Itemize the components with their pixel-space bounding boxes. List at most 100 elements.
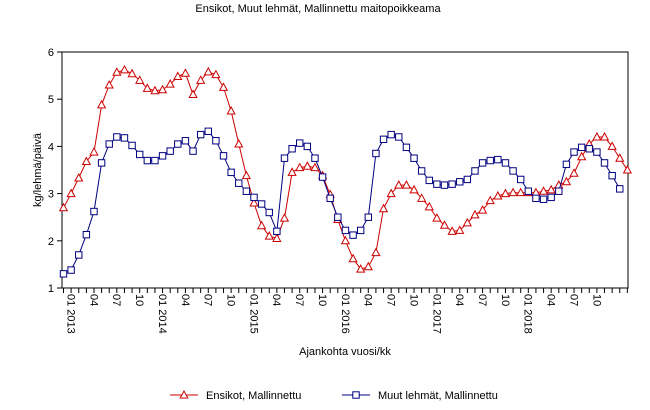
x-tick-label: 10 [133, 294, 145, 306]
series-0-point [279, 213, 290, 222]
x-axis-label: Ajankohta vuosi/kk [299, 346, 391, 358]
series-0-point [409, 184, 419, 194]
series-1-point [204, 127, 212, 135]
x-tick-label: 01 2017 [430, 294, 442, 334]
series-0-point [119, 64, 130, 74]
series-1-point [82, 230, 91, 239]
series-1-point [364, 213, 373, 221]
x-tick-label: 04 [362, 294, 374, 306]
series-1-point [296, 139, 304, 147]
series-1-point [517, 175, 525, 184]
y-tick-label: 2 [48, 236, 54, 248]
x-tick-label: 01 2013 [65, 294, 77, 334]
series-1-point [410, 154, 418, 162]
series-0-point [546, 184, 556, 194]
series-1-point [219, 152, 228, 160]
series-1-point [257, 200, 266, 208]
series-0-point [378, 203, 389, 213]
legend-swatch-marker [179, 389, 189, 399]
series-1-point [105, 140, 113, 148]
series-1-point [158, 152, 167, 160]
series-1-point [227, 168, 235, 177]
series-0-point [196, 75, 206, 84]
series-0-point [592, 131, 602, 141]
x-axis: 01 2013 04 07 10 01 2014 04 07 10 01 2015 04 07 10 0… [63, 288, 628, 334]
series-0-point [340, 235, 351, 245]
series-1-point [196, 130, 205, 139]
series-1-point [547, 193, 555, 202]
series-1-point [402, 143, 411, 152]
y-tick-label: 5 [48, 94, 54, 106]
series-1-point [143, 156, 152, 165]
series-0-point [249, 197, 259, 207]
series-1-point [616, 185, 624, 193]
series-0-point [173, 71, 183, 81]
x-tick-label: 10 [316, 294, 328, 306]
series-0-point [348, 253, 358, 263]
series-0-point [493, 190, 503, 200]
series-1-point [585, 145, 593, 153]
series-1-point [120, 134, 129, 142]
series-0-point [485, 195, 495, 205]
series-1-point [75, 251, 83, 259]
series-1-point [478, 159, 487, 167]
series-1-point [501, 159, 510, 167]
chart-title: Ensikot, Muut lehmät, Mallinnettu maitop… [195, 3, 441, 15]
series-0-point [508, 187, 518, 197]
series-1-point [113, 133, 121, 141]
series-1-point [372, 149, 380, 158]
series-1-point [265, 208, 273, 217]
series-0-point [74, 172, 84, 182]
x-tick-label: 01 2014 [156, 294, 168, 334]
series-1-point [494, 155, 502, 164]
series-1-point [463, 175, 472, 184]
series-0-point [112, 67, 122, 76]
legend-label: Muut lehmät, Mallinnettu [378, 390, 498, 402]
series-1-point [471, 167, 479, 175]
series-0-point [470, 209, 480, 219]
series-1-point [273, 227, 281, 236]
y-tick-label: 1 [48, 283, 54, 295]
legend-label: Ensikot, Mallinnettu [206, 390, 301, 402]
series-0-point [226, 105, 236, 115]
series-0-point [272, 233, 282, 242]
series-0-point [302, 161, 312, 170]
series-1-point [608, 171, 616, 180]
x-tick-label: 07 [567, 294, 579, 306]
series-0-point [577, 151, 587, 161]
y-tick-label: 6 [48, 47, 54, 59]
legend-swatch-marker [352, 391, 360, 399]
series-0-point [180, 68, 191, 77]
series-0-point [416, 193, 427, 202]
series-1-point [509, 167, 517, 175]
x-tick-label: 04 [179, 294, 191, 306]
series-1-point [334, 213, 342, 221]
series-0-point [500, 188, 511, 198]
series-1-point [486, 156, 494, 165]
series-0-point [135, 75, 145, 84]
series-0-point [356, 264, 366, 273]
series-1-point [379, 135, 388, 144]
series-1-point [387, 130, 395, 139]
series-0-point [58, 202, 69, 212]
series-1-point [425, 176, 433, 185]
x-tick-label: 04 [270, 294, 282, 306]
series-0-point [432, 213, 442, 222]
series-1-point [593, 148, 601, 156]
series-1-point [128, 141, 136, 150]
series-1-point [417, 167, 426, 175]
x-tick-label: 10 [499, 294, 511, 306]
series-1-point [577, 143, 586, 152]
series-0-point [447, 226, 457, 235]
x-tick-label: 04 [453, 294, 465, 306]
series-0-point [211, 69, 221, 79]
series-1-point [456, 178, 464, 186]
series-0-point [477, 205, 488, 214]
series-1-point [600, 159, 609, 167]
series-0-point [371, 247, 381, 257]
x-tick-label: 07 [293, 294, 305, 306]
x-tick-label: 10 [225, 294, 237, 306]
series-1-point [235, 179, 243, 187]
